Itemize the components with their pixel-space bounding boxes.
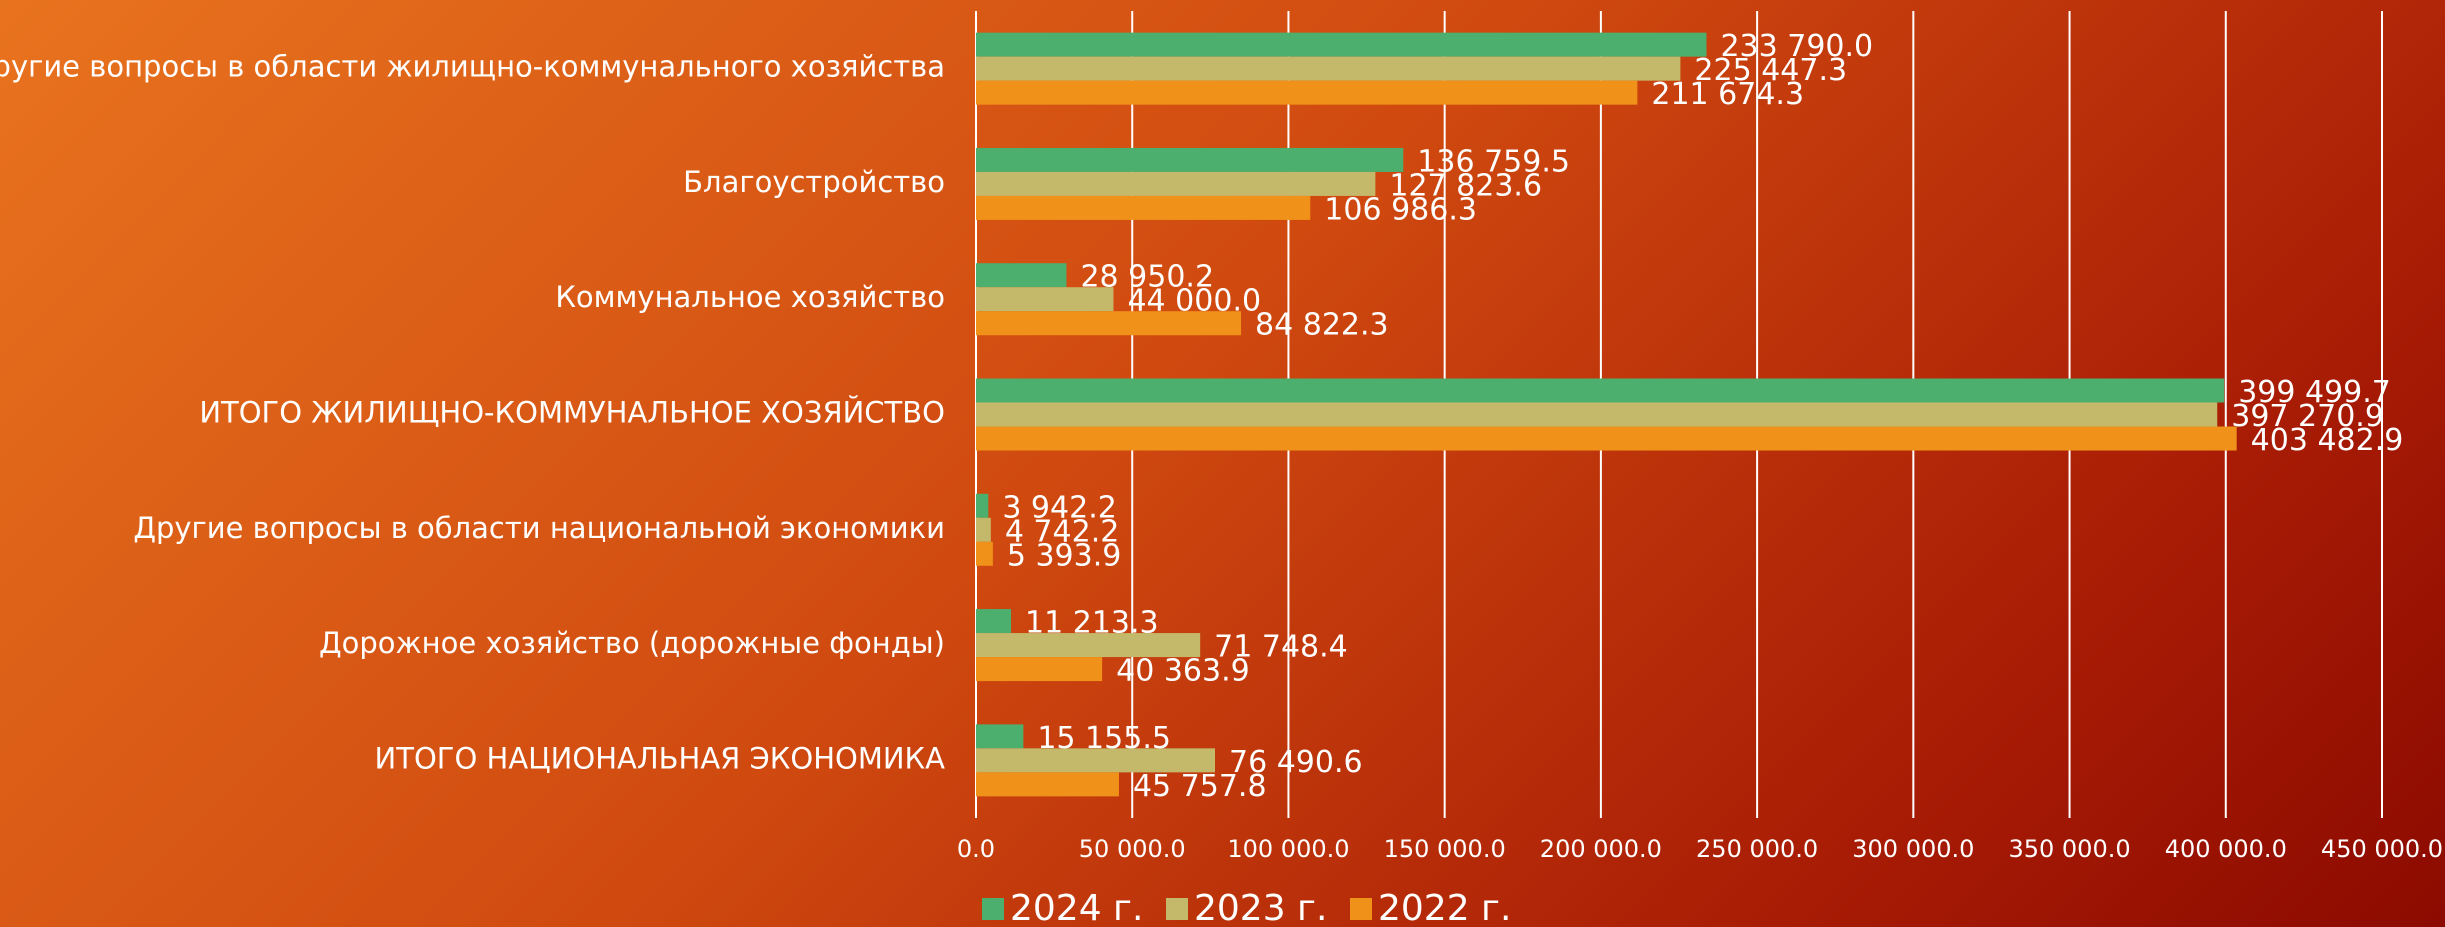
y-tick-label: Дорожное хозяйство (дорожные фонды) — [319, 626, 945, 660]
value-label: 3 942.2 — [1002, 490, 1117, 525]
value-label: 225 447.3 — [1694, 53, 1847, 88]
x-tick-label: 400 000.0 — [2165, 835, 2287, 863]
value-label: 71 748.4 — [1214, 630, 1348, 665]
value-label: 40 363.9 — [1116, 654, 1250, 689]
x-tick-label: 200 000.0 — [1540, 835, 1662, 863]
value-label: 4 742.2 — [1005, 514, 1120, 549]
y-tick-label: ИТОГО НАЦИОНАЛЬНАЯ ЭКОНОМИКА — [375, 741, 946, 775]
legend-label: 2024 г. — [1010, 888, 1143, 927]
value-label: 84 822.3 — [1255, 308, 1389, 343]
bar — [976, 263, 1067, 288]
y-tick-label: Коммунальное хозяйство — [555, 280, 945, 314]
bar — [976, 32, 1707, 57]
legend-label: 2023 г. — [1194, 888, 1327, 927]
value-label: 403 482.9 — [2251, 423, 2404, 458]
value-label: 136 759.5 — [1417, 144, 1570, 179]
value-label: 399 499.7 — [2238, 375, 2391, 410]
bar — [976, 657, 1103, 682]
bar — [976, 724, 1024, 749]
value-label: 106 986.3 — [1324, 192, 1477, 227]
x-tick-label: 250 000.0 — [1696, 835, 1818, 863]
legend-swatch — [982, 898, 1004, 920]
bar — [976, 541, 993, 566]
y-tick-label: Благоустройство — [683, 165, 945, 199]
legend-label: 2022 г. — [1378, 888, 1511, 927]
bar — [976, 80, 1638, 105]
legend-swatch — [1350, 898, 1372, 920]
value-label: 233 790.0 — [1720, 29, 1873, 64]
value-label: 76 490.6 — [1229, 745, 1363, 780]
x-tick-label: 150 000.0 — [1384, 835, 1506, 863]
y-tick-label: ИТОГО ЖИЛИЩНО-КОММУНАЛЬНОЕ ХОЗЯЙСТВО — [199, 396, 945, 430]
bar — [976, 171, 1376, 196]
bar — [976, 378, 2225, 403]
value-label: 397 270.9 — [2231, 399, 2384, 434]
bar — [976, 493, 989, 518]
value-label: 127 823.6 — [1389, 168, 1542, 203]
bar — [976, 426, 2237, 451]
y-tick-label: Другие вопросы в области национальной эк… — [133, 511, 945, 545]
x-tick-label: 50 000.0 — [1079, 835, 1186, 863]
bar — [976, 147, 1404, 172]
x-tick-label: 0.0 — [957, 835, 995, 863]
x-tick-label: 350 000.0 — [2008, 835, 2130, 863]
bar — [976, 609, 1012, 634]
bar — [976, 311, 1242, 336]
bar — [976, 402, 2218, 427]
x-tick-label: 100 000.0 — [1227, 835, 1349, 863]
bar — [976, 195, 1311, 220]
legend-swatch — [1166, 898, 1188, 920]
value-label: 211 674.3 — [1651, 77, 1804, 112]
value-label: 45 757.8 — [1133, 769, 1267, 804]
bar — [976, 56, 1681, 81]
y-tick-label: Другие вопросы в области жилищно-коммуна… — [0, 50, 945, 84]
bar — [976, 633, 1201, 658]
bar — [976, 748, 1215, 773]
value-label: 5 393.9 — [1007, 538, 1122, 573]
bar — [976, 517, 991, 542]
bar — [976, 772, 1119, 797]
bar — [976, 287, 1114, 312]
x-tick-label: 450 000.0 — [2321, 835, 2443, 863]
x-tick-label: 300 000.0 — [1852, 835, 1974, 863]
